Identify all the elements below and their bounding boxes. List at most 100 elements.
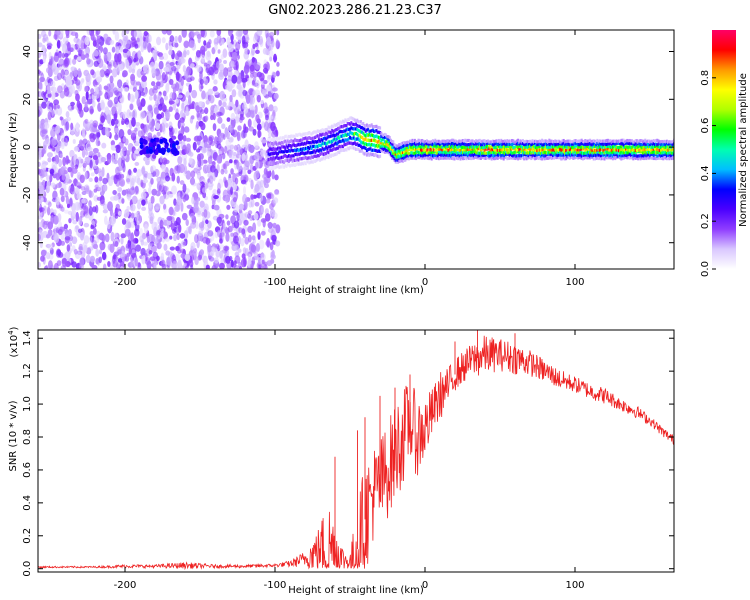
noise-cell xyxy=(92,40,97,47)
noise-cell xyxy=(268,115,274,120)
noise-cell xyxy=(114,127,120,133)
noise-cell xyxy=(145,160,150,166)
noise-cell xyxy=(190,170,196,178)
noise-cell xyxy=(84,118,89,124)
noise-cell xyxy=(76,100,81,109)
noise-cell xyxy=(53,234,60,244)
noise-cell xyxy=(44,264,49,269)
noise-cell xyxy=(56,104,60,109)
noise-cell xyxy=(166,256,172,266)
noise-cell xyxy=(100,156,106,163)
noise-cell xyxy=(61,47,66,53)
noise-cell xyxy=(256,243,260,252)
noise-cell xyxy=(51,147,56,152)
noise-cell xyxy=(92,120,99,128)
noise-cell xyxy=(175,216,181,226)
noise-cell xyxy=(91,264,98,269)
noise-cell xyxy=(137,130,143,138)
noise-cell xyxy=(117,264,121,269)
noise-cell xyxy=(80,36,85,46)
noise-cell xyxy=(268,104,274,112)
noise-cell xyxy=(47,111,52,121)
noise-cell xyxy=(204,141,208,148)
noise-cell xyxy=(180,57,186,64)
noise-cell xyxy=(134,161,140,166)
noise-cell xyxy=(161,71,166,81)
noise-cell xyxy=(241,130,246,139)
noise-cell xyxy=(56,39,61,49)
noise-cell xyxy=(221,123,226,130)
noise-cell xyxy=(202,159,208,164)
noise-cell xyxy=(196,239,200,249)
noise-cell xyxy=(101,166,105,177)
noise-cell xyxy=(124,208,130,218)
noise-cell xyxy=(117,79,123,88)
noise-cell xyxy=(247,210,253,215)
noise-cell xyxy=(129,93,135,103)
noise-cell xyxy=(195,50,201,58)
noise-cell xyxy=(188,157,193,165)
noise-cell xyxy=(110,140,116,146)
noise-cell xyxy=(95,248,99,257)
noise-cell xyxy=(183,262,187,267)
cluster-cell xyxy=(148,142,153,148)
noise-cell xyxy=(255,49,260,55)
noise-cell xyxy=(139,235,145,243)
noise-cell xyxy=(235,31,239,37)
noise-cell xyxy=(189,212,195,219)
noise-cell xyxy=(46,76,51,83)
noise-cell xyxy=(99,241,106,251)
noise-cell xyxy=(199,78,204,86)
noise-cell xyxy=(84,101,88,111)
noise-cell xyxy=(89,135,96,143)
noise-cell xyxy=(185,170,192,180)
noise-cell xyxy=(121,30,126,38)
noise-cell xyxy=(275,70,280,77)
noise-cell xyxy=(184,253,191,262)
noise-cell xyxy=(182,135,187,142)
noise-cell xyxy=(255,171,260,179)
noise-cell xyxy=(173,165,179,174)
noise-cell xyxy=(182,50,187,58)
noise-cell xyxy=(130,73,136,82)
noise-cell xyxy=(63,209,69,214)
noise-cell xyxy=(138,32,144,38)
noise-cell xyxy=(80,54,86,60)
noise-cell xyxy=(49,174,53,183)
noise-cell xyxy=(75,211,80,222)
noise-cell xyxy=(54,51,59,57)
noise-cell xyxy=(197,37,201,44)
noise-cell xyxy=(271,40,275,48)
noise-cell xyxy=(49,208,54,214)
noise-cell xyxy=(121,198,125,204)
noise-cell xyxy=(271,130,277,138)
noise-cell xyxy=(81,78,85,83)
noise-cell xyxy=(200,54,206,63)
noise-cell xyxy=(254,201,260,207)
noise-cell xyxy=(201,146,207,154)
noise-cell xyxy=(249,65,255,75)
noise-cell xyxy=(61,257,68,268)
noise-cell xyxy=(182,196,187,203)
noise-cell xyxy=(109,75,114,84)
noise-cell xyxy=(263,63,268,70)
noise-cell xyxy=(40,255,45,262)
noise-cell xyxy=(105,72,110,78)
noise-cell xyxy=(140,111,147,119)
noise-cell xyxy=(45,243,52,248)
noise-cell xyxy=(41,101,47,109)
cluster-cell xyxy=(154,150,159,156)
noise-cell xyxy=(117,210,122,216)
noise-cell xyxy=(38,150,42,161)
noise-cell xyxy=(168,100,175,105)
noise-cell xyxy=(271,234,277,242)
noise-cell xyxy=(185,137,192,142)
noise-cell xyxy=(213,79,218,85)
noise-cell xyxy=(169,246,175,251)
noise-cell xyxy=(269,208,276,217)
noise-cell xyxy=(95,70,101,81)
noise-cell xyxy=(190,242,196,250)
noise-cell xyxy=(179,233,186,239)
noise-cell xyxy=(183,158,187,167)
noise-cell xyxy=(47,157,52,163)
